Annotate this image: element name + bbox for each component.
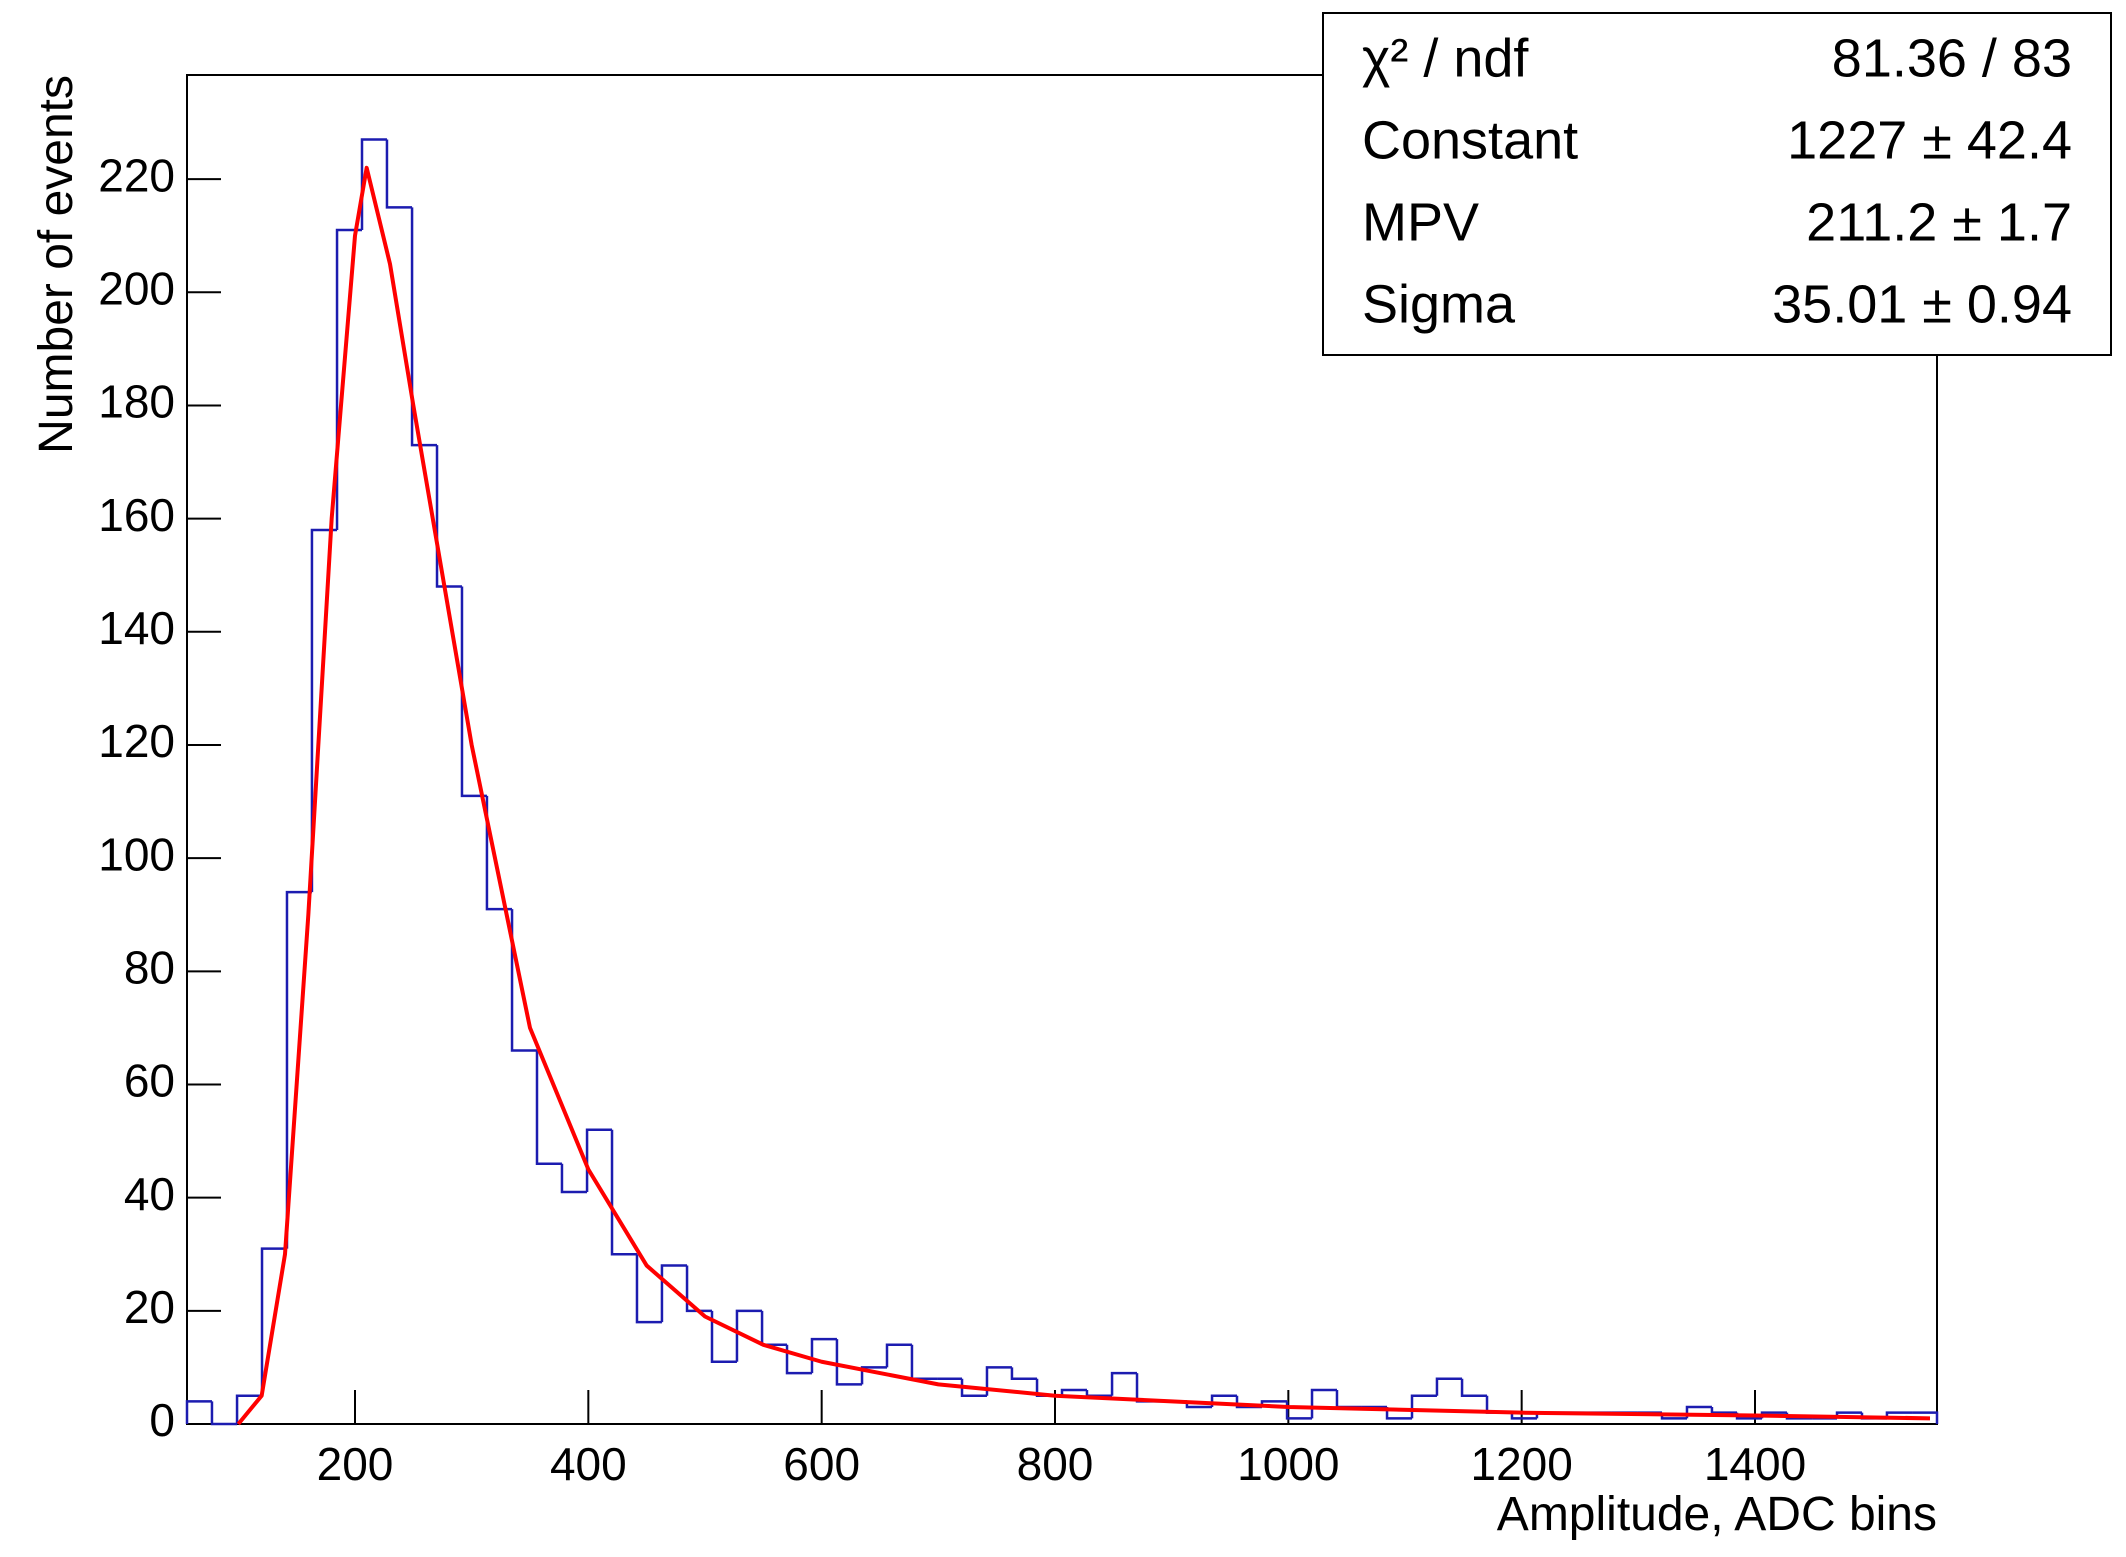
histogram-bin [310, 528, 338, 893]
stats-label: Constant [1362, 110, 1578, 170]
histogram-bin [1110, 1371, 1138, 1396]
histogram-bin [1135, 1373, 1162, 1403]
stats-label: Sigma [1362, 274, 1516, 334]
histogram-bin [385, 139, 413, 209]
histogram-bin [460, 586, 487, 798]
histogram-bin [710, 1310, 737, 1364]
y-tick-label: 180 [98, 376, 175, 428]
histogram-bin [510, 909, 537, 1052]
histogram-bin [1912, 1411, 1939, 1424]
stats-value: 81.36 / 83 [1832, 28, 2072, 88]
histogram-bin [1310, 1388, 1337, 1419]
y-tick-label: 60 [124, 1055, 175, 1107]
x-tick-label: 800 [1017, 1438, 1094, 1490]
histogram-bin [735, 1309, 763, 1362]
histogram-bin [235, 1394, 263, 1424]
histogram-bin [410, 207, 438, 447]
y-tick-label: 80 [124, 941, 175, 993]
histogram-bin [1460, 1378, 1488, 1397]
plot-frame [186, 74, 1938, 1425]
histogram-bin [1710, 1407, 1738, 1414]
histogram-bin [835, 1339, 863, 1386]
histogram-bin [485, 795, 513, 911]
histogram-bin [585, 1128, 613, 1192]
histogram-bin [960, 1378, 987, 1397]
histogram-bin [1285, 1401, 1313, 1420]
x-tick-label: 200 [317, 1438, 394, 1490]
histogram-bin [560, 1163, 588, 1194]
histogram-bin [760, 1310, 788, 1347]
y-tick-label: 0 [149, 1394, 175, 1446]
histogram-bin [260, 1247, 287, 1396]
y-axis-title: Number of events [30, 75, 83, 454]
y-tick-label: 160 [98, 489, 175, 541]
histogram-bin [635, 1254, 662, 1324]
stats-value: 1227 ± 42.4 [1787, 110, 2072, 170]
stats-value: 211.2 ± 1.7 [1806, 192, 2072, 252]
histogram-bin [435, 445, 462, 588]
histogram-bin [985, 1366, 1012, 1396]
histogram-bin [910, 1344, 938, 1380]
y-tick-label: 140 [98, 602, 175, 654]
y-tick-label: 120 [98, 715, 175, 767]
histogram-bin [1060, 1388, 1087, 1396]
y-tick-label: 20 [124, 1281, 175, 1333]
histogram-bin [660, 1264, 688, 1323]
x-tick-label: 400 [550, 1438, 627, 1490]
y-tick-label: 100 [98, 828, 175, 880]
histogram-bin [210, 1401, 238, 1426]
fit-curve [236, 165, 1931, 1426]
y-tick-label: 220 [98, 149, 175, 201]
y-tick-label: 200 [98, 262, 175, 314]
histogram-bin [610, 1129, 637, 1256]
histogram-bin [885, 1343, 912, 1368]
x-tick-label: 1200 [1470, 1438, 1572, 1490]
x-tick-label: 600 [783, 1438, 860, 1490]
histogram-bin [1010, 1367, 1038, 1380]
x-tick-label: 1000 [1237, 1438, 1339, 1490]
histogram-bin [185, 1400, 212, 1424]
histogram-bin [685, 1265, 712, 1313]
stats-label: MPV [1362, 192, 1479, 252]
histogram-bin [785, 1344, 812, 1375]
x-axis-title: Amplitude, ADC bins [1497, 1488, 1937, 1541]
histogram-bin [1510, 1412, 1537, 1420]
histogram-bin [335, 228, 362, 530]
stats-value: 35.01 ± 0.94 [1772, 274, 2072, 334]
stats-label: χ² / ndf [1362, 28, 1529, 88]
histogram-bin [810, 1337, 837, 1374]
histogram-bin [1435, 1377, 1463, 1396]
histogram-bin [860, 1366, 887, 1385]
histogram-bin [1335, 1390, 1362, 1409]
histogram-bin [535, 1050, 562, 1165]
histogram-bin [1410, 1394, 1437, 1419]
y-tick-label: 40 [124, 1168, 175, 1220]
stats-box [1322, 12, 2112, 356]
x-tick-label: 1400 [1704, 1438, 1806, 1490]
histogram-bin [1085, 1390, 1113, 1397]
histogram-bin [285, 890, 312, 1249]
